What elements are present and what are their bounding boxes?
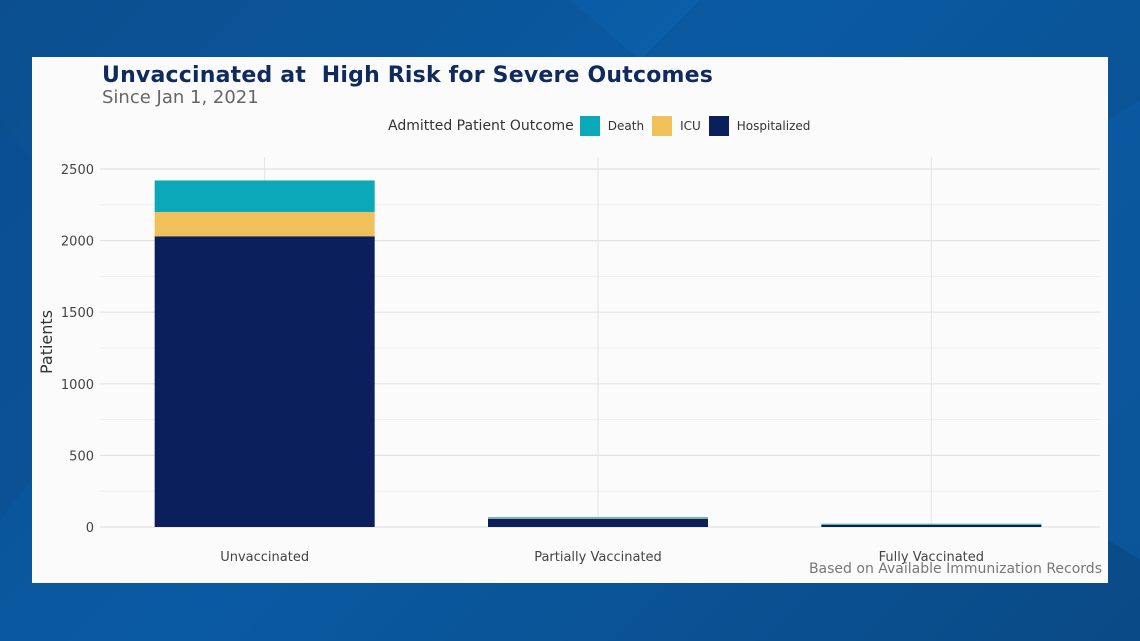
x-tick-label: Unvaccinated (220, 550, 309, 565)
x-tick-label: Partially Vaccinated (534, 550, 662, 565)
y-tick-label: 2000 (61, 235, 94, 250)
legend-item-icu: ICU (652, 116, 701, 136)
bar-segment-hospitalized-3 (821, 524, 1042, 527)
footnote: Based on Available Immunization Records (808, 561, 1102, 577)
x-tick-label: Fully Vaccinated (879, 550, 984, 565)
bar-segment-death-3 (821, 523, 1042, 525)
legend-title: Admitted Patient Outcome (388, 118, 574, 134)
chart-title: Unvaccinated at High Risk for Severe Out… (102, 63, 714, 88)
legend-swatch (579, 116, 600, 136)
legend-item-hospitalized: Hospitalized (708, 116, 811, 136)
legend-items: Death ICU Hospitalized (578, 116, 817, 136)
legend-item-death: Death (579, 116, 645, 136)
legend-swatch (708, 116, 729, 136)
chart-subtitle: Since Jan 1, 2021 (102, 87, 259, 108)
bar-segment-icu-2 (488, 517, 708, 519)
bar-segment-death-2 (488, 517, 708, 519)
bar-chart: 0 500 1000 1500 2000 2500 Patients Unvaccinated… (37, 157, 1100, 565)
legend-label: Death (607, 119, 645, 133)
bar-segment-hospitalized-2 (488, 518, 708, 527)
y-axis-label: Patients (37, 310, 56, 374)
legend: Admitted Patient Outcome Death ICU Hospita… (388, 115, 816, 137)
y-tick-label: 2500 (61, 163, 94, 178)
bar-segment-hospitalized-1 (154, 236, 375, 527)
y-tick-label: 1000 (61, 378, 94, 393)
y-tick-label: 0 (86, 521, 94, 536)
bar-segment-icu-1 (154, 211, 375, 237)
legend-label: Hospitalized (736, 119, 811, 133)
chart-panel: Unvaccinated at High Risk for Severe Out… (32, 57, 1108, 583)
y-tick-label: 500 (69, 449, 94, 464)
legend-swatch (652, 116, 673, 136)
legend-label: ICU (680, 119, 701, 133)
y-tick-label: 1500 (61, 306, 94, 321)
bar-segment-death-1 (154, 180, 375, 212)
